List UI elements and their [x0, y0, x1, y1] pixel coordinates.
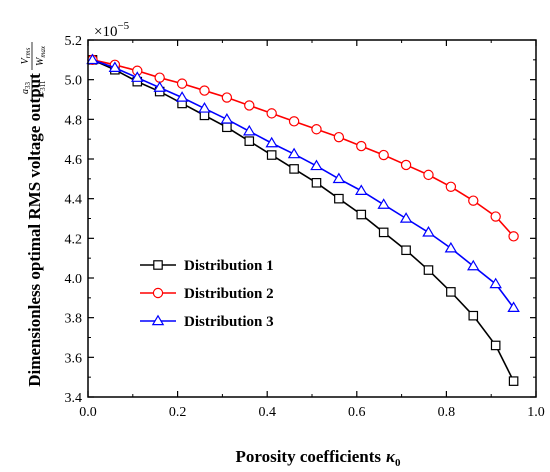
- data-point: [310, 159, 323, 171]
- data-point: [153, 81, 166, 92]
- data-point: [332, 172, 346, 184]
- y-tick-label: 3.6: [65, 351, 83, 366]
- y-axis-title-group: Dimensionless optimal RMS voltage output: [25, 73, 44, 387]
- y-tick-label: 5.2: [65, 34, 83, 49]
- data-point: [356, 209, 367, 220]
- data-point: [266, 108, 277, 119]
- legend-marker: [151, 314, 165, 326]
- data-point: [220, 112, 234, 124]
- series-layer: [86, 53, 520, 386]
- x-tick-label: 0.2: [169, 405, 187, 420]
- data-point: [198, 102, 211, 113]
- data-point: [288, 116, 300, 127]
- data-point: [423, 265, 434, 275]
- x-tick-label: 0.6: [348, 405, 366, 420]
- data-point: [401, 245, 411, 256]
- data-point: [222, 122, 232, 133]
- legend-item-1: Distribution 1: [140, 258, 274, 274]
- factor-e: e311: [35, 80, 47, 95]
- y-axis-factor: a33 e311 Vrms Wmax: [20, 42, 47, 100]
- data-point: [86, 53, 99, 65]
- data-point: [176, 78, 188, 89]
- data-point: [508, 231, 519, 242]
- y-tick-label: 5.0: [65, 74, 83, 89]
- legend-item-3: Distribution 3: [140, 314, 274, 330]
- data-point: [289, 164, 299, 174]
- series-2: [87, 54, 519, 242]
- y-tick-label: 4.4: [65, 193, 83, 208]
- data-point: [108, 61, 122, 73]
- legend-marker: [152, 287, 164, 299]
- data-point: [507, 301, 520, 312]
- data-point: [490, 211, 501, 222]
- legend-marker: [153, 260, 163, 270]
- data-point: [399, 212, 413, 223]
- factor-w: Wmax: [35, 45, 47, 66]
- y-axis-title: Dimensionless optimal RMS voltage output: [25, 73, 44, 387]
- data-point: [377, 198, 390, 209]
- y-tick-label: 3.4: [65, 391, 83, 406]
- data-point: [468, 310, 479, 321]
- data-point: [446, 287, 456, 297]
- x-tick-label: 0.0: [79, 405, 97, 420]
- legend-label: Distribution 1: [184, 258, 274, 274]
- data-point: [199, 85, 210, 96]
- y-axis-multiplier: ×10−5: [94, 20, 130, 40]
- data-point: [378, 149, 389, 161]
- data-point: [287, 147, 301, 159]
- data-point: [468, 195, 479, 206]
- data-point: [266, 150, 277, 160]
- y-tick-label: 3.8: [65, 312, 83, 327]
- y-tick-label: 4.8: [65, 113, 83, 128]
- data-point: [423, 169, 434, 181]
- data-point: [490, 340, 501, 351]
- tick-labels: 0.0 0.2 0.4 0.6 0.8 1.0 3.4 3.6 3.8 4.0 4.2 4.4 4.6 4…: [65, 34, 545, 420]
- data-point: [400, 159, 412, 171]
- x-tick-label: 0.8: [438, 405, 456, 420]
- legend: Distribution 1 Distribution 2 Distribution…: [140, 258, 274, 330]
- data-point: [244, 100, 255, 111]
- data-point: [355, 184, 368, 195]
- x-tick-label: 0.4: [258, 405, 276, 420]
- factor-v: Vrms: [20, 47, 32, 64]
- x-axis-title: Porosity coefficients κ0: [235, 447, 401, 469]
- plot-frame: [87, 39, 537, 398]
- y-tick-label: 4.0: [65, 272, 83, 287]
- series-1: [87, 55, 519, 386]
- y-multiplier-exponent: −5: [117, 20, 129, 32]
- data-point: [311, 124, 322, 135]
- data-point: [334, 193, 344, 204]
- data-point: [333, 131, 345, 143]
- series-line: [92, 59, 515, 382]
- series-3: [86, 53, 520, 312]
- x-axis-title-text: Porosity coefficients: [235, 447, 381, 466]
- data-point: [378, 227, 389, 238]
- y-multiplier-base: ×10: [94, 24, 117, 40]
- data-point: [221, 92, 233, 103]
- data-point: [243, 124, 256, 136]
- legend-item-2: Distribution 2: [140, 286, 274, 302]
- data-point: [265, 136, 278, 148]
- legend-label: Distribution 3: [184, 314, 274, 330]
- data-point: [508, 376, 519, 386]
- data-point: [467, 259, 480, 271]
- data-point: [422, 225, 435, 237]
- y-tick-label: 4.2: [65, 232, 83, 247]
- data-point: [175, 91, 189, 102]
- data-point: [444, 241, 458, 253]
- x-axis-symbol-subscript: 0: [395, 457, 401, 469]
- x-tick-label: 1.0: [527, 405, 545, 420]
- factor-a: a33: [20, 82, 32, 95]
- data-point: [445, 181, 457, 192]
- data-point: [154, 72, 165, 83]
- data-point: [311, 178, 322, 188]
- data-point: [131, 71, 144, 82]
- data-point: [356, 140, 367, 152]
- legend-label: Distribution 2: [184, 286, 274, 302]
- data-point: [244, 136, 255, 146]
- x-axis-symbol: κ: [386, 447, 396, 466]
- data-point: [489, 277, 502, 289]
- y-tick-label: 4.6: [65, 153, 83, 168]
